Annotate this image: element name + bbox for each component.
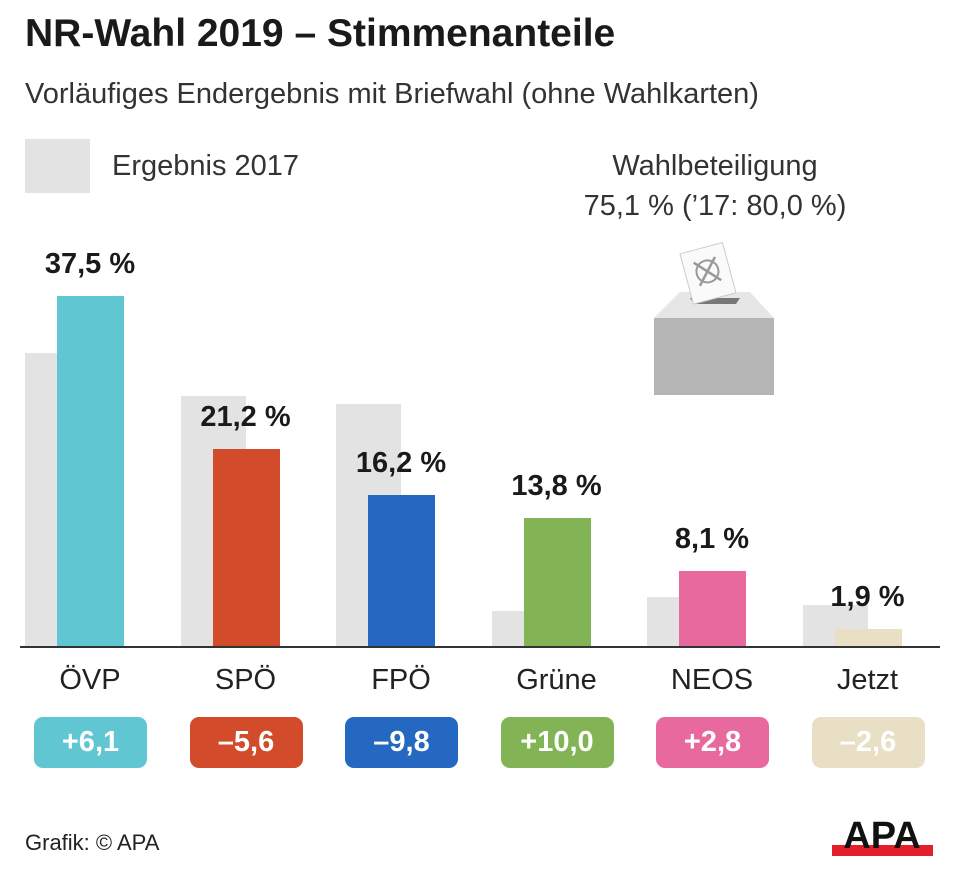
bar-2019-sp — [212, 448, 280, 647]
turnout-label: Wahlbeteiligung — [612, 150, 818, 182]
value-label-sp: 21,2 % — [200, 400, 291, 433]
category-label-grne: Grüne — [516, 664, 597, 696]
legend-swatch-2017 — [25, 139, 90, 193]
bar-2019-fp — [368, 495, 435, 647]
change-badge-jetzt: –2,6 — [811, 717, 925, 768]
apa-logo: APA — [832, 815, 933, 857]
value-label-vp: 37,5 % — [44, 248, 136, 280]
category-label-jetzt: Jetzt — [836, 664, 899, 696]
turnout-value: 75,1 % (’17: 80,0 %) — [583, 190, 847, 222]
chart-subtitle: Vorläufiges Endergebnis mit Briefwahl (o… — [25, 78, 759, 110]
change-badge-fp: –9,8 — [345, 717, 458, 768]
category-label-fp: FPÖ — [371, 664, 431, 696]
value-label-grne: 13,8 % — [511, 469, 602, 502]
change-badge-grne: +10,0 — [500, 717, 614, 768]
x-axis-line — [20, 646, 940, 648]
category-label-vp: ÖVP — [59, 664, 121, 696]
svg-text:APA: APA — [843, 815, 920, 857]
change-badge-sp: –5,6 — [189, 717, 303, 768]
category-label-neos: NEOS — [670, 664, 754, 696]
category-label-sp: SPÖ — [214, 664, 277, 696]
bar-2019-grne — [523, 517, 591, 647]
legend-label-2017: Ergebnis 2017 — [112, 150, 300, 182]
bar-2019-vp — [57, 296, 124, 647]
bar-2019-neos — [679, 571, 746, 647]
value-label-fp: 16,2 % — [355, 447, 447, 480]
chart-title: NR-Wahl 2019 – Stimmenanteile — [25, 12, 616, 55]
change-badge-neos: +2,8 — [656, 717, 769, 768]
value-label-jetzt: 1,9 % — [830, 581, 905, 614]
source-credit: Grafik: © APA — [25, 830, 160, 855]
bar-2019-jetzt — [834, 629, 902, 647]
value-label-neos: 8,1 % — [674, 523, 750, 556]
ballot-box-icon — [654, 241, 774, 395]
change-badge-vp: +6,1 — [34, 717, 147, 768]
